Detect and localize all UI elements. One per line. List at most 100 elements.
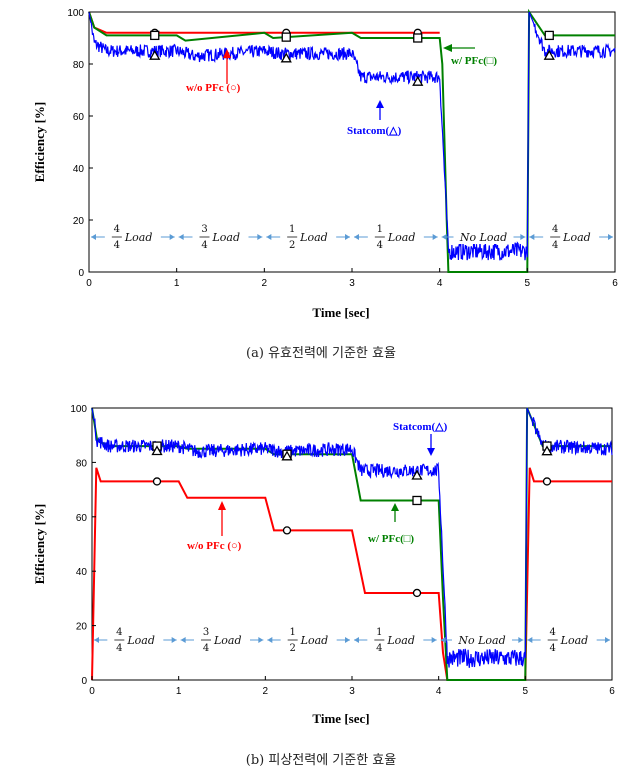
- circle-marker: [412, 588, 422, 598]
- x-tick-label: 3: [349, 686, 355, 697]
- x-tick-label: 2: [263, 686, 269, 697]
- load-label-bg: [280, 221, 337, 251]
- annotation-wo-pfc-a: w/o PFc (○): [186, 49, 241, 94]
- annotation-statcom-b: Statcom(△): [393, 421, 448, 456]
- annotation-w-pfc-a: w/ PFc(□): [443, 44, 497, 67]
- load-arrowhead-right: [431, 637, 437, 643]
- arrowhead-wo-pfc-a: [223, 49, 231, 58]
- label-w-pfc-b: w/ PFc(□): [368, 533, 414, 545]
- load-fraction-numerator: 1: [377, 224, 383, 235]
- load-segment: 4 4 Load: [91, 221, 175, 251]
- load-label-bg: [104, 221, 161, 251]
- load-arrowhead-right: [171, 637, 177, 643]
- load-segment: 1 2 Load: [267, 624, 350, 654]
- load-arrowhead-left: [441, 234, 447, 240]
- y-tick-label: 40: [76, 567, 88, 578]
- y-tick-label: 100: [70, 404, 87, 415]
- load-arrowhead-left: [527, 637, 533, 643]
- load-arrowhead-left: [354, 637, 359, 643]
- series-line-wo-pfc: [88, 11, 440, 34]
- y-tick-label: 0: [81, 676, 87, 687]
- load-arrowhead-right: [345, 234, 350, 240]
- triangle-marker: [543, 49, 555, 60]
- load-arrowhead-right: [520, 234, 526, 240]
- load-labels-b: 4 4 Load 3 4 Load 1 2 Load 1 4 Load No Load 4 4 Load: [94, 624, 610, 654]
- square-marker: [413, 33, 423, 43]
- load-fraction-denominator: 2: [289, 240, 295, 251]
- load-label-bg: [367, 221, 424, 251]
- square-marker: [281, 32, 291, 42]
- label-wo-pfc-a: w/o PFc (○): [186, 82, 241, 94]
- load-text: Load: [213, 634, 242, 647]
- label-statcom-a: Statcom(△): [347, 125, 402, 137]
- annotation-wo-pfc-b: w/o PFc (○): [187, 501, 242, 552]
- load-text: Load: [126, 634, 155, 647]
- y-axis-title-a: Efficiency [%]: [32, 102, 47, 183]
- series-line-wo-pfc: [91, 467, 612, 681]
- load-segment: 4 4 Load: [94, 624, 177, 654]
- load-arrowhead-left: [267, 637, 273, 643]
- triangle-marker: [149, 49, 161, 60]
- y-tick-label: 60: [76, 513, 88, 524]
- x-tick-label: 6: [609, 686, 615, 697]
- arrowhead-w-pfc-a: [443, 44, 452, 52]
- load-text: Load: [562, 231, 591, 244]
- square-marker: [150, 30, 160, 41]
- square-marker: [412, 495, 422, 506]
- x-tick-label: 4: [436, 686, 442, 697]
- y-axis-title-b: Efficiency [%]: [32, 504, 47, 585]
- load-text: Load: [300, 634, 329, 647]
- label-wo-pfc-b: w/o PFc (○): [187, 540, 242, 552]
- load-fraction-denominator: 4: [376, 643, 382, 654]
- load-segment: 1 4 Load: [354, 624, 437, 654]
- load-arrowhead-right: [432, 234, 438, 240]
- load-fraction-numerator: 4: [116, 627, 122, 638]
- load-label-bg: [452, 631, 512, 647]
- x-axis-title-b: Time [sec]: [312, 711, 369, 726]
- load-segment: No Load: [441, 228, 526, 244]
- load-segment: 4 4 Load: [529, 221, 613, 251]
- label-w-pfc-a: w/ PFc(□): [451, 55, 497, 67]
- annotation-w-pfc-b: w/ PFc(□): [368, 503, 414, 545]
- load-fraction-numerator: 4: [552, 224, 558, 235]
- load-fraction-numerator: 4: [114, 224, 120, 235]
- load-label-bg: [194, 624, 250, 654]
- load-label-bg: [543, 221, 600, 251]
- x-tick-label: 1: [176, 686, 182, 697]
- load-arrowhead-left: [354, 234, 359, 240]
- load-arrowhead-right: [605, 637, 610, 643]
- load-text: Load: [386, 634, 415, 647]
- annotation-statcom-a: Statcom(△): [347, 100, 402, 137]
- y-tick-label: 20: [73, 216, 85, 227]
- load-fraction-denominator: 4: [203, 643, 209, 654]
- load-segment: 3 4 Load: [180, 624, 264, 654]
- x-tick-label: 0: [86, 278, 92, 289]
- triangle-marker: [151, 445, 163, 456]
- caption-b: (b) 피상전력에 기준한 효율: [246, 753, 397, 768]
- series-line-statcom: [88, 11, 616, 261]
- load-fraction-denominator: 4: [114, 240, 120, 251]
- load-arrowhead-right: [258, 637, 264, 643]
- load-fraction-denominator: 4: [377, 240, 383, 251]
- load-fraction-denominator: 2: [289, 643, 295, 654]
- x-tick-label: 1: [174, 278, 180, 289]
- arrowhead-w-pfc-b: [391, 503, 399, 511]
- load-text: Load: [212, 231, 241, 244]
- caption-a: (a) 유효전력에 기준한 효율: [246, 346, 396, 361]
- load-arrowhead-right: [518, 637, 524, 643]
- load-text: Load: [560, 634, 589, 647]
- circle-marker: [152, 477, 162, 486]
- triangle-marker: [280, 52, 292, 63]
- load-arrowhead-left: [440, 637, 446, 643]
- x-tick-label: 5: [525, 278, 531, 289]
- y-tick-label: 60: [73, 112, 85, 123]
- triangle-marker: [541, 445, 553, 456]
- load-segment: 3 4 Load: [178, 221, 263, 251]
- plot-marks-a: [88, 8, 616, 273]
- load-labels-a: 4 4 Load 3 4 Load 1 2 Load 1 4 Load No Load 4 4 Load: [91, 221, 613, 251]
- load-fraction-numerator: 1: [289, 224, 295, 235]
